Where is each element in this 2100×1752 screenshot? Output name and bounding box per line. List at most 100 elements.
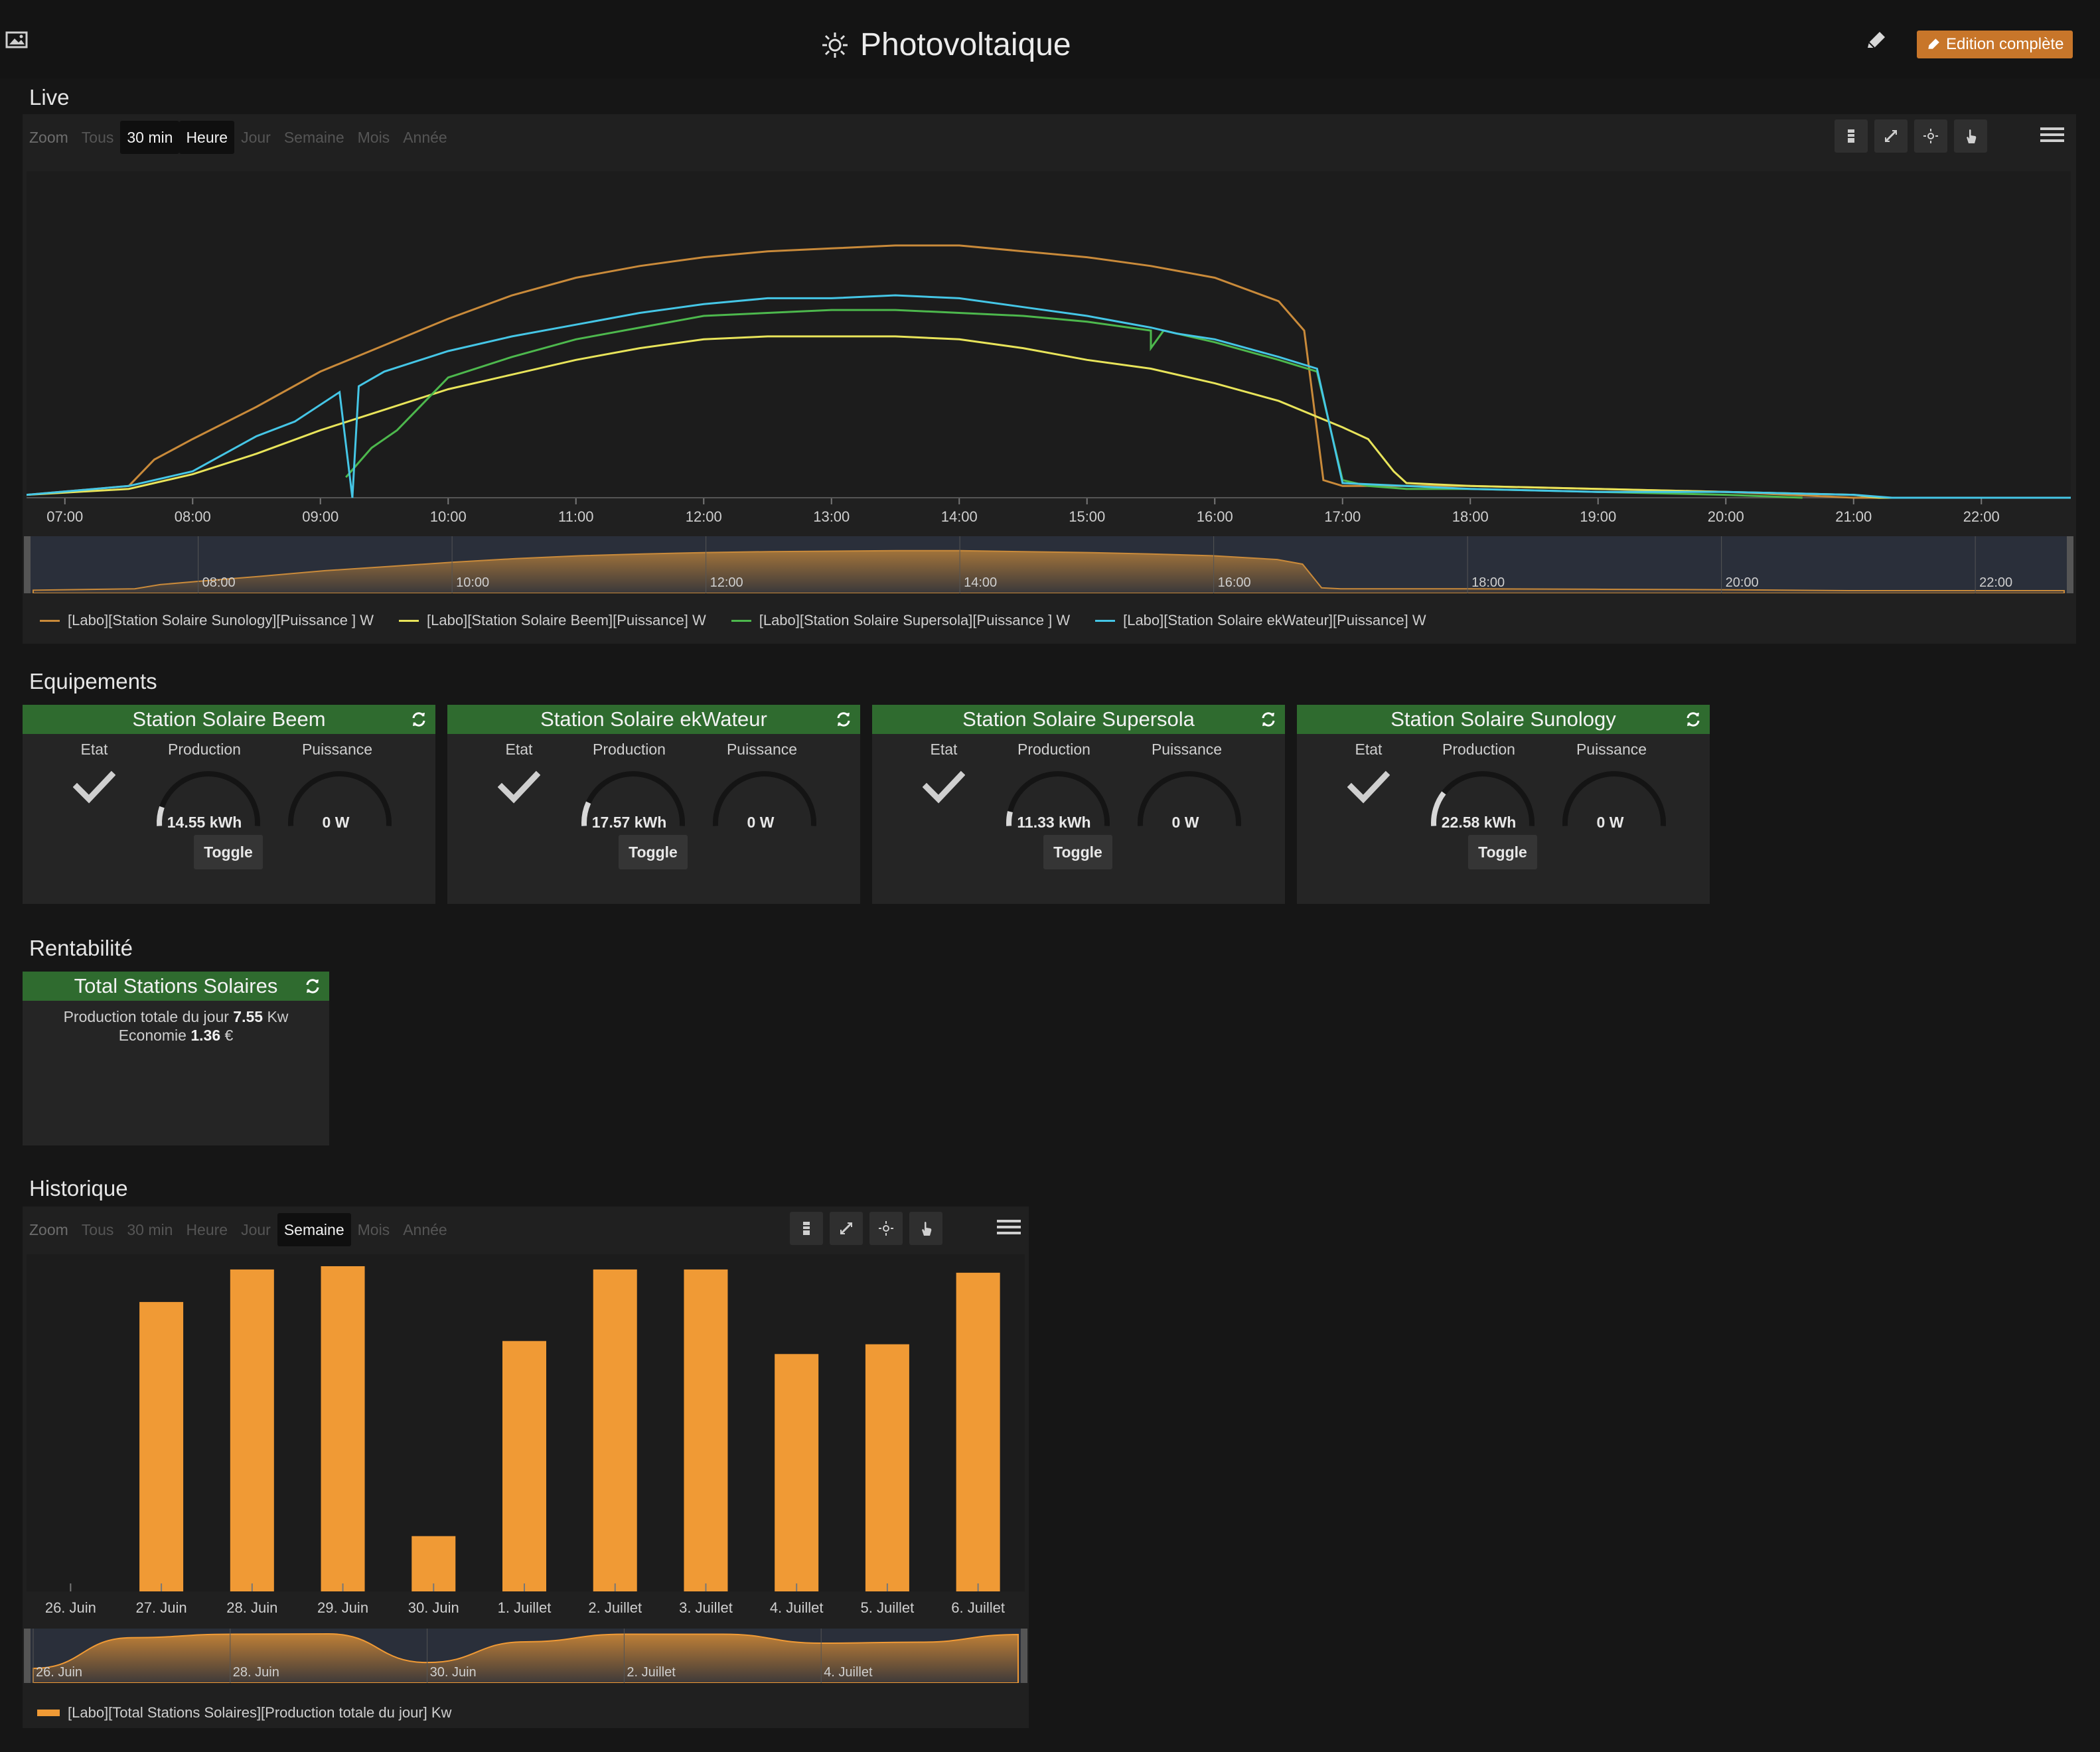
zoom-option-week[interactable]: Semaine <box>283 129 344 146</box>
eco-unit: € <box>224 1027 234 1044</box>
zoom-option-all[interactable]: Tous <box>81 129 114 146</box>
production-value: 11.33 kWh <box>1017 814 1091 831</box>
production-gauge <box>1006 771 1110 826</box>
sun-icon[interactable] <box>1914 119 1947 153</box>
refresh-icon[interactable] <box>1683 705 1703 734</box>
navigator-tick-label: 14:00 <box>964 575 997 590</box>
picture-icon[interactable] <box>5 31 29 49</box>
live-legend: [Labo][Station Solaire Sunology][Puissan… <box>40 612 1452 629</box>
production-value: 22.58 kWh <box>1441 814 1517 831</box>
history-navigator[interactable]: 26. Juin 28. Juin 30. Juin 2. Juillet 4. Jui… <box>24 1629 1027 1683</box>
x-tick-label: 12:00 <box>686 508 722 525</box>
series-line[interactable] <box>27 335 2071 499</box>
toggle-button[interactable]: Toggle <box>619 835 688 869</box>
x-tick-label: 14:00 <box>941 508 978 525</box>
bar[interactable] <box>412 1536 456 1591</box>
zoom-option-year[interactable]: Année <box>403 129 447 146</box>
bar-chart-icon[interactable] <box>1835 119 1868 153</box>
edit-full-button[interactable]: Edition complète <box>1917 31 2073 58</box>
eco-label: Economie <box>118 1027 187 1044</box>
production-value: 17.57 kWh <box>591 814 667 831</box>
navigator-tick-label: 20:00 <box>1726 575 1759 590</box>
bar[interactable] <box>502 1341 546 1591</box>
legend-swatch <box>1095 619 1116 622</box>
history-bar-chart[interactable]: 26. Juin 27. Juin 28. Juin 29. Juin 30. Juin… <box>27 1254 1025 1626</box>
live-navigator[interactable]: 08:00 10:00 12:00 14:00 16:00 18:00 20:00 22:00 <box>24 536 2073 593</box>
gauge-fill <box>581 801 591 826</box>
power-value: 0 W <box>1171 814 1199 831</box>
legend-label: [Labo][Station Solaire Supersola][Puissa… <box>759 612 1071 628</box>
top-bar: Photovoltaique Edition complète <box>0 0 2100 78</box>
legend-item[interactable]: [Labo][Station Solaire ekWateur][Puissan… <box>1095 612 1426 629</box>
x-tick-label: 19:00 <box>1580 508 1616 525</box>
series-line[interactable] <box>27 294 2071 499</box>
zoom-option-all[interactable]: Tous <box>81 1221 114 1238</box>
bar[interactable] <box>230 1269 274 1591</box>
bar[interactable] <box>684 1269 728 1591</box>
navigator-tick-label: 28. Juin <box>233 1665 279 1680</box>
legend-item[interactable]: [Labo][Station Solaire Beem][Puissance] … <box>399 612 706 629</box>
pencil-icon[interactable] <box>1862 28 1889 54</box>
refresh-icon[interactable] <box>409 705 429 734</box>
zoom-option-30min[interactable]: 30 min <box>127 1221 173 1238</box>
zoom-option-week[interactable]: Semaine <box>277 1213 351 1246</box>
pencil-icon <box>1928 38 1939 49</box>
bar-chart-icon[interactable] <box>790 1212 823 1245</box>
legend-item[interactable]: [Labo][Station Solaire Supersola][Puissa… <box>731 612 1070 629</box>
navigator-handle-right[interactable] <box>2067 536 2073 593</box>
toggle-button[interactable]: Toggle <box>1468 835 1537 869</box>
hamburger-menu-icon[interactable] <box>2039 123 2065 147</box>
zoom-option-hour[interactable]: Heure <box>186 1221 228 1238</box>
navigator-handle-left[interactable] <box>24 536 31 593</box>
toggle-button[interactable]: Toggle <box>1043 835 1112 869</box>
legend-item[interactable]: [Labo][Station Solaire Sunology][Puissan… <box>40 612 374 629</box>
gauge-track <box>1138 771 1241 826</box>
series-line[interactable] <box>345 309 1803 499</box>
gauge-track <box>288 771 392 826</box>
refresh-icon[interactable] <box>303 972 323 1001</box>
x-tick-label: 6. Juillet <box>951 1599 1005 1616</box>
power-label: Puissance <box>301 741 373 758</box>
equipment-card-header: Station Solaire Beem <box>23 705 435 734</box>
live-zoom-bar: Zoom Tous 30 min Heure Jour Semaine Mois… <box>23 121 454 154</box>
zoom-option-30min[interactable]: 30 min <box>120 121 180 154</box>
plot-area <box>27 171 2071 498</box>
bar[interactable] <box>956 1272 1000 1591</box>
power-gauge <box>713 771 816 826</box>
live-line-chart[interactable]: 07:00 08:00 09:00 10:00 11:00 12:00 13:00 14:00… <box>27 171 2071 530</box>
x-tick-label: 29. Juin <box>317 1599 368 1616</box>
x-tick-label: 28. Juin <box>226 1599 277 1616</box>
zoom-option-day[interactable]: Jour <box>241 129 271 146</box>
legend-item[interactable]: [Labo][Total Stations Solaires][Producti… <box>37 1704 451 1721</box>
hamburger-menu-icon[interactable] <box>996 1216 1022 1240</box>
zoom-option-day[interactable]: Jour <box>241 1221 271 1238</box>
navigator-handle-right[interactable] <box>1021 1629 1027 1683</box>
navigator-handle-left[interactable] <box>24 1629 31 1683</box>
navigator-series-area <box>33 549 2065 593</box>
compress-icon[interactable] <box>1874 119 1908 153</box>
bar[interactable] <box>593 1269 637 1591</box>
x-tick-label: 20:00 <box>1708 508 1744 525</box>
refresh-icon[interactable] <box>1258 705 1278 734</box>
section-title-rentabilite: Rentabilité <box>29 936 133 960</box>
economy-line: Economie 1.36 € <box>23 1026 329 1045</box>
bar[interactable] <box>321 1266 365 1591</box>
bar[interactable] <box>865 1344 909 1591</box>
refresh-icon[interactable] <box>834 705 854 734</box>
hand-pointer-icon[interactable] <box>1954 119 1987 153</box>
production-label: Production <box>1017 741 1090 758</box>
gauge-track <box>713 771 816 826</box>
zoom-option-hour[interactable]: Heure <box>179 121 235 154</box>
x-tick-label: 07:00 <box>46 508 83 525</box>
x-tick-label: 2. Juillet <box>588 1599 642 1616</box>
production-gauge <box>581 771 685 826</box>
toggle-button[interactable]: Toggle <box>194 835 263 869</box>
compress-icon[interactable] <box>830 1212 863 1245</box>
zoom-option-month[interactable]: Mois <box>357 1221 390 1238</box>
zoom-option-month[interactable]: Mois <box>357 129 390 146</box>
bar[interactable] <box>775 1354 819 1591</box>
hand-pointer-icon[interactable] <box>909 1212 942 1245</box>
sun-icon[interactable] <box>869 1212 903 1245</box>
zoom-option-year[interactable]: Année <box>403 1221 447 1238</box>
bar[interactable] <box>139 1301 184 1591</box>
